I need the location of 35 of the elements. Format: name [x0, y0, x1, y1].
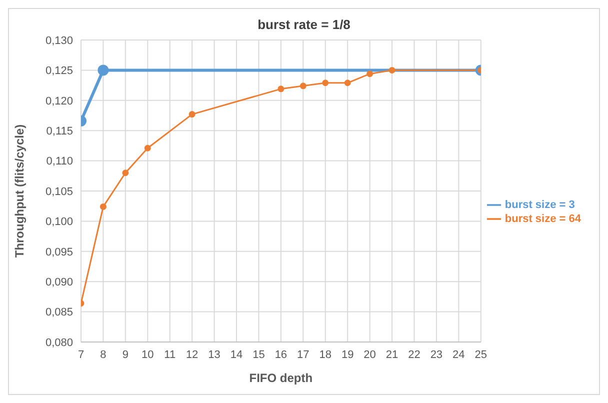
x-tick-label: 19	[341, 348, 354, 361]
y-tick-label: 0,130	[45, 34, 73, 47]
x-tick-label: 10	[142, 348, 154, 361]
x-tick-label: 9	[122, 348, 128, 361]
x-tick-label: 20	[364, 348, 376, 361]
x-tick-label: 21	[386, 348, 398, 361]
y-tick-label: 0,080	[45, 336, 73, 349]
y-tick-label: 0,090	[45, 276, 73, 289]
x-tick-label: 24	[452, 348, 465, 361]
x-tick-label: 25	[474, 348, 487, 361]
y-tick-label: 0,115	[46, 126, 73, 138]
legend-label: burst size = 3	[504, 198, 575, 211]
x-axis-title: FIFO depth	[249, 371, 313, 385]
x-tick-label: 12	[186, 348, 198, 361]
x-tick-label: 22	[408, 348, 420, 361]
y-tick-label: 0,095	[45, 246, 73, 258]
x-tick-label: 23	[430, 348, 443, 361]
x-tick-label: 8	[100, 348, 106, 361]
y-tick-label: 0,085	[45, 306, 73, 319]
x-tick-label: 15	[252, 348, 265, 361]
y-tick-label: 0,100	[45, 216, 73, 228]
legend-label: burst size = 64	[504, 212, 581, 225]
y-tick-label: 0,120	[45, 95, 73, 108]
x-tick-label: 7	[78, 348, 84, 361]
x-tick-label: 16	[274, 348, 288, 361]
x-tick-label: 17	[297, 348, 310, 361]
y-axis-title: Throughput (flits/cycle)	[12, 124, 26, 258]
chart-title: burst rate = 1/8	[256, 17, 352, 32]
x-tick-label: 11	[164, 348, 176, 361]
y-tick-label: 0,105	[45, 186, 73, 198]
x-tick-label: 18	[319, 348, 332, 361]
x-tick-label: 14	[230, 348, 243, 361]
y-tick-label: 0,125	[45, 65, 73, 78]
x-tick-label: 13	[208, 348, 220, 361]
y-tick-label: 0,110	[46, 156, 73, 168]
